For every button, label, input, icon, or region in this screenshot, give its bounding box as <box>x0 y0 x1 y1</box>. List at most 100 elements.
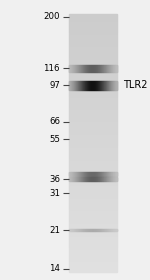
Bar <box>97 229 98 232</box>
Bar <box>101 229 102 232</box>
Bar <box>69 68 117 69</box>
Bar <box>106 81 107 90</box>
Bar <box>108 177 109 181</box>
Bar <box>69 165 117 166</box>
Bar <box>87 177 88 181</box>
Bar <box>111 172 112 176</box>
Bar <box>69 206 117 207</box>
Bar <box>93 172 94 176</box>
Bar <box>69 227 117 228</box>
Bar <box>69 21 117 22</box>
Bar <box>69 209 117 210</box>
Bar <box>69 239 117 240</box>
Bar <box>69 28 117 29</box>
Bar <box>69 66 117 67</box>
Bar <box>104 229 105 232</box>
Bar <box>70 81 71 90</box>
Bar <box>86 177 87 181</box>
Bar <box>76 65 77 71</box>
Bar <box>103 177 104 181</box>
Bar <box>69 69 117 70</box>
Bar <box>109 229 110 232</box>
Bar <box>75 177 76 181</box>
Bar <box>69 19 117 20</box>
Bar <box>110 81 111 90</box>
Text: 14: 14 <box>49 264 60 273</box>
Bar <box>69 24 117 25</box>
Bar <box>69 267 117 268</box>
Bar <box>69 59 117 60</box>
Bar <box>104 65 105 71</box>
Bar <box>69 176 117 177</box>
Bar <box>97 172 98 176</box>
Bar <box>69 259 117 260</box>
Bar <box>69 94 117 95</box>
Bar <box>69 198 117 199</box>
Bar <box>69 96 117 97</box>
Bar <box>69 16 117 17</box>
Bar <box>108 81 109 90</box>
Bar <box>93 81 94 90</box>
Bar <box>89 172 90 176</box>
Bar <box>99 177 100 181</box>
Bar <box>71 81 72 90</box>
Text: 200: 200 <box>44 12 60 21</box>
Bar <box>69 39 117 40</box>
Bar <box>69 46 117 47</box>
Bar <box>114 229 115 232</box>
Bar <box>69 100 117 101</box>
Bar <box>69 132 117 133</box>
Bar <box>69 269 117 270</box>
Bar <box>81 65 82 71</box>
Bar <box>69 153 117 154</box>
Bar <box>77 177 78 181</box>
Bar <box>94 229 95 232</box>
Bar <box>69 248 117 249</box>
Bar <box>69 17 117 18</box>
Bar <box>100 177 101 181</box>
Bar <box>91 65 92 71</box>
Bar <box>69 215 117 216</box>
Bar <box>69 27 117 28</box>
Bar <box>71 177 72 181</box>
Bar <box>105 172 106 176</box>
Bar <box>69 168 117 169</box>
Bar <box>85 229 86 232</box>
Bar <box>69 150 117 151</box>
Bar <box>110 177 111 181</box>
Bar <box>69 18 117 19</box>
Bar <box>101 172 102 176</box>
Bar <box>69 117 117 118</box>
Bar <box>98 65 99 71</box>
Bar <box>69 121 117 122</box>
Bar <box>69 55 117 56</box>
Bar <box>69 83 117 84</box>
Bar <box>97 81 98 90</box>
Bar <box>69 204 117 205</box>
Bar <box>86 229 87 232</box>
Bar <box>69 189 117 190</box>
Bar <box>102 229 103 232</box>
Bar <box>69 133 117 134</box>
Bar <box>69 218 117 219</box>
Bar <box>74 81 75 90</box>
Bar <box>81 229 82 232</box>
Bar <box>69 252 117 253</box>
Bar <box>99 65 100 71</box>
Bar <box>106 65 107 71</box>
Bar <box>78 229 79 232</box>
Bar <box>69 245 117 246</box>
Bar <box>113 81 114 90</box>
Bar <box>109 81 110 90</box>
Bar <box>69 124 117 125</box>
Bar <box>69 53 117 54</box>
Bar <box>88 65 89 71</box>
Bar <box>69 195 117 196</box>
Bar <box>99 172 100 176</box>
Bar <box>91 172 92 176</box>
Bar <box>69 203 117 204</box>
Bar <box>72 81 73 90</box>
Bar <box>69 214 117 215</box>
Bar <box>84 81 85 90</box>
Bar <box>108 172 109 176</box>
